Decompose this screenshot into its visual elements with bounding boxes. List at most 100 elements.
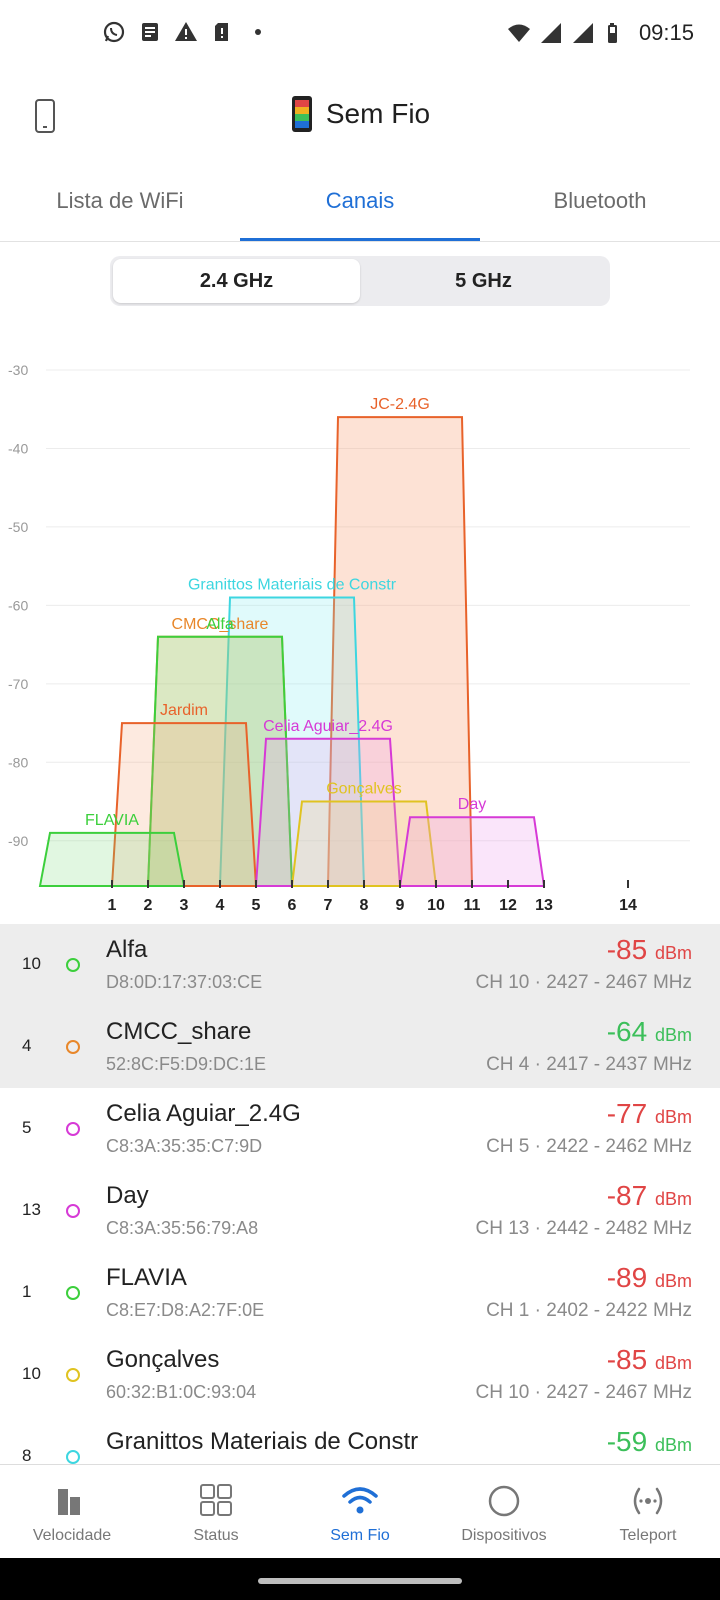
network-name: FLAVIA xyxy=(106,1264,187,1291)
network-area xyxy=(290,800,438,887)
signal-value: -64 xyxy=(606,1016,648,1047)
nav-dispositivos[interactable]: Dispositivos xyxy=(432,1465,576,1559)
clock: 09:15 xyxy=(638,20,694,45)
network-signal: -59 dBm xyxy=(607,1426,692,1458)
network-frequency: CH 10 · 2427 - 2467 MHz xyxy=(475,1382,693,1403)
network-row[interactable]: 5 Celia Aguiar_2.4G C8:3A:35:35:C7:9D -7… xyxy=(0,1088,720,1170)
tab-channels[interactable]: Canais xyxy=(325,188,395,213)
channel-chart-svg: -30 -40 -50 -60 -70 -80 -90 JC-2.4G Granittos Ma… xyxy=(8,362,690,914)
network-row[interactable]: 13 Day C8:3A:35:56:79:A8 -87 dBm CH 13 ·… xyxy=(0,1170,720,1252)
x-tick-label: 4 xyxy=(216,897,225,914)
network-mac: D8:0D:17:37:03:CE xyxy=(106,972,263,992)
notification-icons xyxy=(102,20,270,44)
nav-teleport[interactable]: Teleport xyxy=(576,1465,720,1559)
network-color-dot xyxy=(66,958,80,972)
app-logo-icon xyxy=(290,94,314,134)
x-tick-label: 7 xyxy=(324,897,333,914)
network-channel: 8 xyxy=(22,1446,32,1464)
network-row[interactable]: 10 Alfa D8:0D:17:37:03:CE -85 dBm CH 10 … xyxy=(0,924,720,1006)
network-color-dot xyxy=(66,1286,80,1300)
nav-velocidade[interactable]: Velocidade xyxy=(0,1465,144,1559)
network-signal: -85 dBm xyxy=(607,934,692,966)
y-tick-label: -70 xyxy=(8,676,28,692)
signal-value: -89 xyxy=(606,1262,648,1293)
network-mac: 52:8C:F5:D9:DC:1E xyxy=(106,1054,267,1074)
nav-label: Teleport xyxy=(619,1527,677,1544)
battery-icon xyxy=(603,21,627,45)
channel-chart: -30 -40 -50 -60 -70 -80 -90 JC-2.4G Granittos Ma… xyxy=(0,350,720,920)
network-label: JC-2.4G xyxy=(370,396,430,413)
tab-wifi-list[interactable]: Lista de WiFi xyxy=(56,188,184,213)
network-area xyxy=(398,816,546,887)
y-tick-label: -30 xyxy=(8,362,28,378)
network-list: 10 Alfa D8:0D:17:37:03:CE -85 dBm CH 10 … xyxy=(0,924,720,1464)
network-signal: -87 dBm xyxy=(607,1180,692,1212)
network-area xyxy=(38,831,186,887)
sim-alert-icon xyxy=(210,20,234,44)
signal-unit: dBm xyxy=(654,943,692,963)
wifi-signal-icon xyxy=(507,21,531,45)
signal-unit: dBm xyxy=(654,1353,692,1373)
network-label: FLAVIA xyxy=(85,812,139,829)
network-frequency: CH 10 · 2427 - 2467 MHz xyxy=(475,972,693,993)
device-icon[interactable] xyxy=(30,96,60,136)
header-title-group: Sem Fio xyxy=(0,94,720,134)
nav-label: Status xyxy=(193,1527,239,1544)
network-frequency: CH 5 · 2422 - 2462 MHz xyxy=(486,1136,692,1157)
active-tab-indicator xyxy=(240,238,480,241)
system-gesture-bar xyxy=(0,1558,720,1600)
signal-value: -85 xyxy=(606,934,648,965)
network-name: Granittos Materiais de Constr xyxy=(106,1428,419,1455)
whatsapp-icon xyxy=(102,20,126,44)
network-label: Day xyxy=(458,796,486,813)
status-bar: 09:15 xyxy=(0,0,720,70)
band-option-5ghz[interactable]: 5 GHz xyxy=(455,269,512,292)
network-name: Alfa xyxy=(106,936,148,963)
y-tick-label: -60 xyxy=(8,597,28,613)
signal-unit: dBm xyxy=(654,1107,692,1127)
y-tick-label: -80 xyxy=(8,754,28,770)
nav-label: Dispositivos xyxy=(461,1527,547,1544)
band-option-2-4ghz[interactable]: 2.4 GHz xyxy=(113,259,360,303)
bottom-nav: Velocidade Status Sem Fio Dispositivos T… xyxy=(0,1464,720,1558)
home-indicator[interactable] xyxy=(258,1578,462,1584)
devices-circle-icon xyxy=(484,1483,524,1519)
network-row[interactable]: 1 FLAVIA C8:E7:D8:A2:7F:0E -89 dBm CH 1 … xyxy=(0,1252,720,1334)
network-row[interactable]: 10 Gonçalves 60:32:B1:0C:93:04 -85 dBm C… xyxy=(0,1334,720,1416)
network-color-dot xyxy=(66,1450,80,1464)
network-frequency: CH 13 · 2442 - 2482 MHz xyxy=(475,1218,693,1239)
network-mac: C8:E7:D8:A2:7F:0E xyxy=(106,1300,265,1320)
network-name: Gonçalves xyxy=(106,1346,220,1373)
network-channel: 5 xyxy=(22,1118,32,1137)
x-tick-label: 10 xyxy=(427,897,445,914)
tab-bluetooth[interactable]: Bluetooth xyxy=(553,188,647,213)
network-label: Alfa xyxy=(206,616,234,633)
nav-sem-fio[interactable]: Sem Fio xyxy=(288,1465,432,1559)
y-tick-label: -90 xyxy=(8,833,28,849)
network-row[interactable]: 8 Granittos Materiais de Constr -59 dBm xyxy=(0,1416,720,1464)
x-tick-label: 9 xyxy=(396,897,405,914)
teleport-icon xyxy=(628,1483,668,1519)
network-channel: 4 xyxy=(22,1036,32,1055)
signal-value: -85 xyxy=(606,1344,648,1375)
network-color-dot xyxy=(66,1122,80,1136)
x-tick-label: 3 xyxy=(180,897,189,914)
warning-icon xyxy=(174,20,198,44)
network-row[interactable]: 4 CMCC_share 52:8C:F5:D9:DC:1E -64 dBm C… xyxy=(0,1006,720,1088)
network-label: Celia Aguiar_2.4G xyxy=(263,718,393,735)
speed-bars-icon xyxy=(52,1483,92,1519)
nav-status[interactable]: Status xyxy=(144,1465,288,1559)
network-name: CMCC_share xyxy=(106,1018,252,1045)
x-tick-label: 11 xyxy=(464,897,481,914)
band-switch: 2.4 GHz 5 GHz xyxy=(110,256,610,306)
app-header: Sem Fio xyxy=(0,78,720,154)
dot-icon xyxy=(246,20,270,44)
signal-value: -59 xyxy=(606,1426,648,1457)
network-name: Day xyxy=(106,1182,149,1209)
network-mac: 60:32:B1:0C:93:04 xyxy=(106,1382,257,1402)
signal-unit: dBm xyxy=(654,1271,692,1291)
network-signal: -77 dBm xyxy=(607,1098,692,1130)
network-channel: 13 xyxy=(22,1200,41,1219)
tab-bar: Lista de WiFi Canais Bluetooth xyxy=(0,170,720,242)
network-area xyxy=(110,722,258,887)
